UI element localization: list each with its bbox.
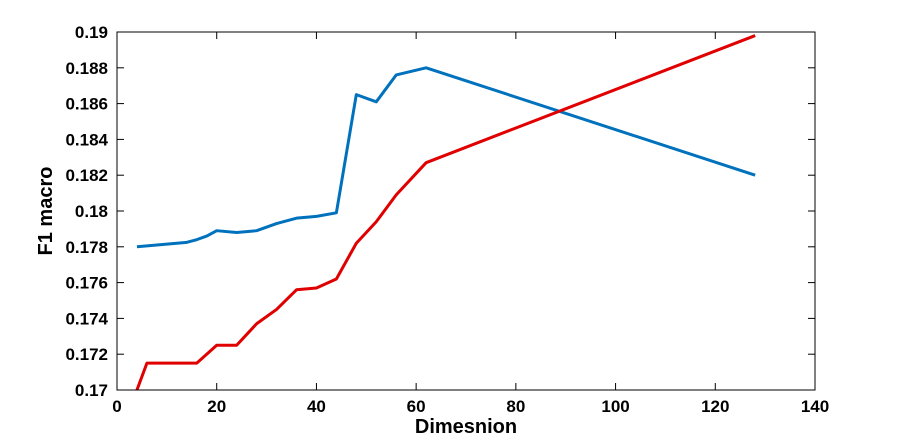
y-tick-label: 0.174 <box>65 309 108 328</box>
y-tick-label: 0.172 <box>65 345 108 364</box>
y-tick-label: 0.18 <box>75 202 108 221</box>
tick-layer: 0 20 40 60 80 100 120 140 0.17 0.172 0.174 0.176 0.1… <box>65 23 829 416</box>
x-tick-label: 120 <box>701 397 729 416</box>
y-tick-label: 0.178 <box>65 238 108 257</box>
series-line-1 <box>136 66 756 249</box>
y-tick-label: 0.184 <box>65 130 108 149</box>
x-tick-label: 140 <box>801 397 829 416</box>
x-tick-label: 80 <box>506 397 525 416</box>
x-tick-label: 20 <box>207 397 226 416</box>
y-tick-label: 0.188 <box>65 59 108 78</box>
y-tick-label: 0.19 <box>75 23 108 42</box>
y-tick-label: 0.176 <box>65 274 108 293</box>
y-tick-label: 0.182 <box>65 166 108 185</box>
x-tick-label: 40 <box>307 397 326 416</box>
y-tick-label: 0.186 <box>65 95 108 114</box>
x-tick-label: 100 <box>601 397 629 416</box>
y-tick-label: 0.17 <box>75 381 108 400</box>
series-line-2 <box>135 34 756 391</box>
series-layer <box>135 34 756 391</box>
x-tick-label: 60 <box>407 397 426 416</box>
x-tick-label: 0 <box>112 397 121 416</box>
x-axis-title: Dimesnion <box>415 416 517 438</box>
plot-area <box>117 32 815 390</box>
y-axis-title: F1 macro <box>35 167 57 256</box>
